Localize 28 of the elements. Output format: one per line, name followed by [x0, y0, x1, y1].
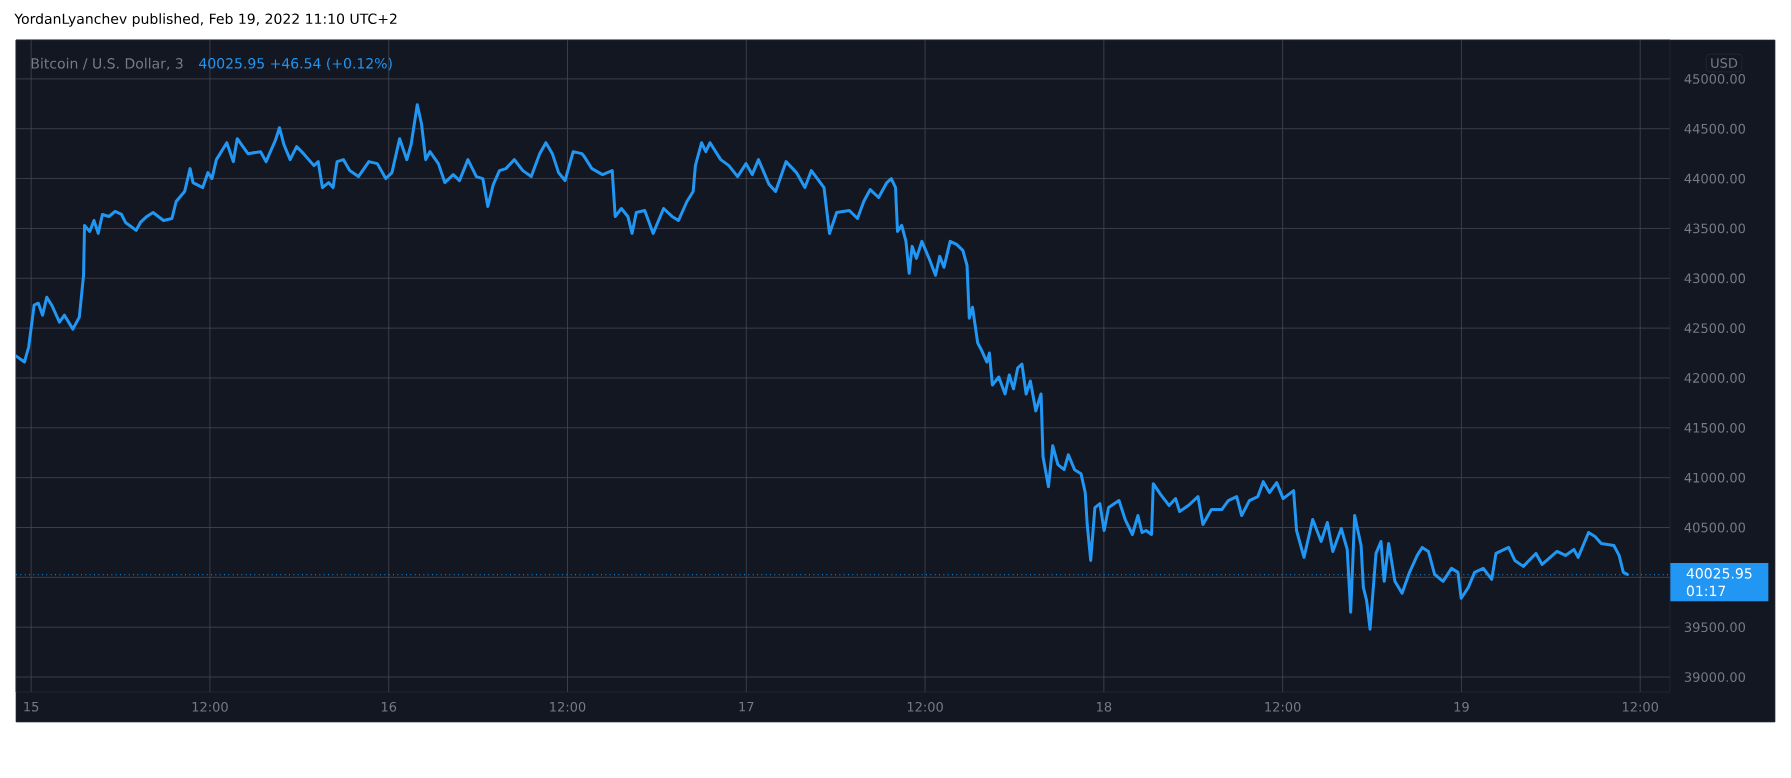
y-tick-label: 42500.00 — [1684, 323, 1746, 334]
y-tick-label: 44000.00 — [1684, 173, 1746, 184]
y-tick-label: 43500.00 — [1684, 223, 1746, 234]
x-tick-label: 12:00 — [1622, 701, 1659, 712]
y-axis-title: USD — [1711, 58, 1738, 68]
y-tick-label: 41500.00 — [1684, 422, 1746, 433]
y-tick-label: 39000.00 — [1684, 672, 1746, 682]
x-tick-label: 12:00 — [1265, 701, 1301, 712]
y-tick-label: 43000.00 — [1684, 273, 1746, 284]
x-tick-label: 19 — [1454, 701, 1469, 712]
x-tick-label: 15 — [24, 701, 39, 712]
text: 01:17 — [1686, 585, 1726, 597]
ref-line-label: 40025.95 — [1686, 568, 1752, 579]
text: 40025.95 +46.54 (+0.12%) — [199, 57, 392, 71]
y-tick-label: 44500.00 — [1684, 123, 1746, 134]
x-tick-label: 17 — [739, 701, 754, 712]
x-tick-label: 12:00 — [192, 701, 228, 712]
text: YordanLyanchev published, Feb 19, 2022 11:10 UTC+2 — [14, 13, 397, 27]
x-tick-label: 12:00 — [907, 701, 943, 712]
y-tick-label: 39500.00 — [1684, 622, 1746, 633]
x-tick-label: 18 — [1097, 701, 1112, 712]
y-tick-label: 41000.00 — [1684, 472, 1746, 483]
y-tick-label: 40500.00 — [1684, 522, 1746, 533]
y-tick-label: 42000.00 — [1684, 373, 1746, 383]
text: Bitcoin / U.S. Dollar, 3 — [31, 57, 183, 71]
x-tick-label: 12:00 — [550, 701, 586, 712]
y-tick-label: 45000.00 — [1684, 73, 1746, 84]
x-tick-label: 16 — [381, 701, 397, 712]
